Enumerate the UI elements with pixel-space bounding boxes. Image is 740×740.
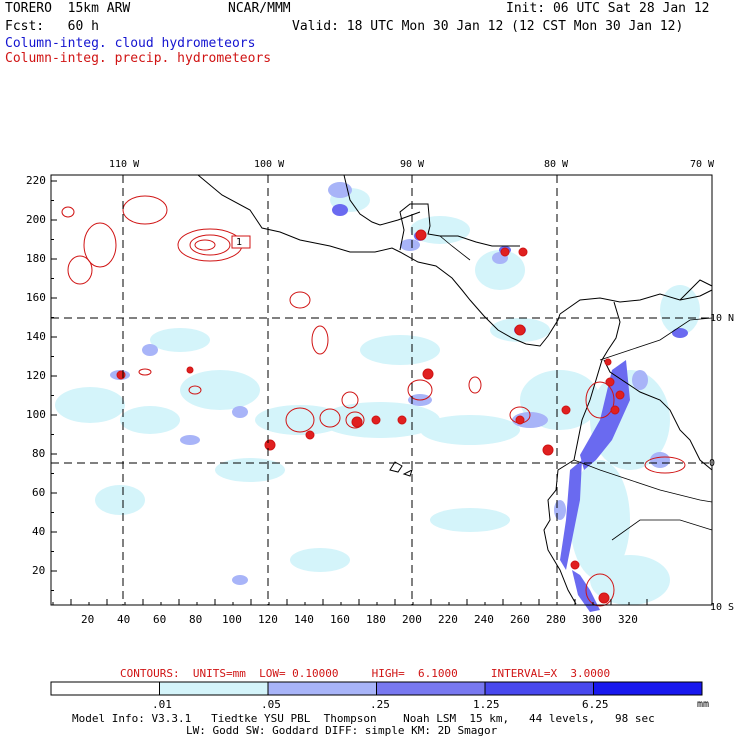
lon-label-70w: 70 W	[690, 159, 715, 170]
latlon-grid	[51, 175, 712, 605]
coastlines	[197, 174, 713, 605]
axis-ticks	[51, 180, 648, 605]
field-cloud-label: Column-integ. cloud hydrometeors	[5, 36, 256, 51]
x-tick-100: 100	[222, 613, 242, 626]
colorbar-segment	[376, 681, 486, 696]
contours-info: CONTOURS: UNITS=mm LOW= 0.10000 HIGH= 6.…	[120, 667, 611, 680]
y-tick-200: 200	[26, 213, 46, 226]
colorbar-label-125: 1.25	[473, 698, 500, 711]
lon-label-110w: 110 W	[109, 159, 140, 170]
x-tick-280: 280	[546, 613, 566, 626]
physics-info: LW: Godd SW: Goddard DIFF: simple KM: 2D…	[186, 724, 498, 737]
x-tick-220: 220	[438, 613, 458, 626]
y-tick-20: 20	[32, 564, 46, 577]
colorbar-label-005: .05	[261, 698, 281, 711]
model-info: Model Info: V3.3.1 Tiedtke YSU PBL Thomp…	[72, 712, 655, 725]
colorbar-label-625: 6.25	[582, 698, 609, 711]
colorbar-segment	[267, 681, 377, 696]
lon-label-100w: 100 W	[254, 159, 285, 170]
lon-label-90w: 90 W	[400, 159, 425, 170]
y-tick-100: 100	[26, 408, 46, 421]
colorbar-segment	[593, 681, 703, 696]
field-precip-label: Column-integ. precip. hydrometeors	[5, 51, 272, 66]
x-tick-140: 140	[294, 613, 314, 626]
x-tick-80: 80	[189, 613, 203, 626]
contour-label: 1	[236, 237, 243, 248]
lat-label-10s: 10 S	[710, 602, 735, 613]
precip-cores	[116, 229, 625, 604]
y-tick-140: 140	[26, 330, 46, 343]
org-label: NCAR/MMM	[228, 1, 291, 16]
colorbar-label-001: .01	[152, 698, 172, 711]
colorbar-segment	[159, 681, 269, 696]
y-tick-80: 80	[32, 447, 46, 460]
colorbar	[50, 681, 703, 696]
cloud-shading-dark	[332, 204, 688, 612]
colorbar-segment	[484, 681, 594, 696]
cloud-shading-light	[55, 188, 700, 605]
y-tick-60: 60	[32, 486, 46, 499]
y-tick-120: 120	[26, 369, 46, 382]
x-tick-300: 300	[582, 613, 602, 626]
y-tick-220: 220	[26, 174, 46, 187]
model-title: TORERO 15km ARW	[5, 1, 131, 16]
x-tick-160: 160	[330, 613, 350, 626]
plot-frame	[50, 174, 713, 606]
lon-label-80w: 80 W	[544, 159, 569, 170]
forecast-hour: Fcst: 60 h	[5, 19, 99, 34]
init-time: Init: 06 UTC Sat 28 Jan 12	[506, 1, 710, 16]
colorbar-label-025: .25	[370, 698, 390, 711]
x-tick-20: 20	[81, 613, 95, 626]
lat-label-0: 0	[709, 458, 716, 469]
precip-contours	[61, 195, 686, 607]
x-tick-240: 240	[474, 613, 494, 626]
colorbar-segment	[50, 681, 160, 696]
x-tick-180: 180	[366, 613, 386, 626]
y-tick-40: 40	[32, 525, 46, 538]
x-tick-260: 260	[510, 613, 530, 626]
lat-label-10n: 10 N	[710, 313, 735, 324]
borders	[439, 235, 713, 541]
colorbar-unit: mm	[697, 699, 710, 710]
y-tick-160: 160	[26, 291, 46, 304]
contour-label-box	[231, 235, 251, 249]
x-tick-60: 60	[153, 613, 167, 626]
x-tick-120: 120	[258, 613, 278, 626]
x-tick-320: 320	[618, 613, 638, 626]
valid-time: Valid: 18 UTC Mon 30 Jan 12 (12 CST Mon …	[292, 19, 684, 34]
x-tick-200: 200	[402, 613, 422, 626]
y-tick-180: 180	[26, 252, 46, 265]
x-tick-40: 40	[117, 613, 131, 626]
